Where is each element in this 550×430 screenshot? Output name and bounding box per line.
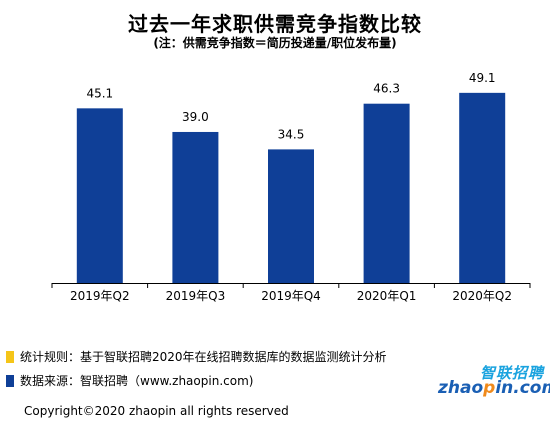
bar-chart: 45.1 2019年Q2 39.0 2019年Q3 34.5 2019年Q4 46.3 202… (51, 71, 531, 303)
x-tick-label-1: 2019年Q2 (70, 289, 130, 303)
zhaopin-logo: 智联招聘 zhaopin.com (438, 362, 550, 398)
data-label-5: 49.1 (469, 71, 496, 85)
note-rule: 统计规则：基于智联招聘2020年在线招聘数据库的数据监测统计分析 (6, 348, 387, 365)
data-label-2: 39.0 (182, 110, 209, 124)
copyright-text: Copyright©2020 zhaopin all rights reserv… (24, 404, 289, 418)
data-label-4: 46.3 (373, 82, 400, 96)
data-label-3: 34.5 (278, 127, 305, 141)
x-tick-label-3: 2019年Q4 (261, 289, 321, 303)
bar-5 (459, 92, 506, 283)
bar-1 (76, 108, 123, 283)
chart-title: 过去一年求职供需竞争指数比较 (128, 12, 422, 36)
logo-domain-text: zhaopin.com (438, 378, 550, 398)
note-source: 数据来源：智联招聘（www.zhaopin.com) (6, 372, 253, 389)
bar-4 (363, 103, 410, 284)
note-source-marker (6, 374, 14, 387)
x-tick-label-4: 2020年Q1 (357, 289, 417, 303)
x-tick-label-5: 2020年Q2 (452, 289, 512, 303)
note-rule-text: 统计规则：基于智联招聘2020年在线招聘数据库的数据监测统计分析 (20, 350, 387, 364)
x-tick-label-2: 2019年Q3 (166, 289, 226, 303)
bar-2 (172, 131, 219, 283)
bar-3 (268, 149, 314, 283)
logo-chinese-text: 智联招聘 (479, 364, 544, 382)
data-label-1: 45.1 (86, 86, 113, 100)
note-source-text: 数据来源：智联招聘（www.zhaopin.com) (20, 374, 254, 388)
chart-subtitle: (注：供需竞争指数＝简历投递量/职位发布量) (153, 36, 397, 50)
note-rule-marker (6, 350, 14, 363)
